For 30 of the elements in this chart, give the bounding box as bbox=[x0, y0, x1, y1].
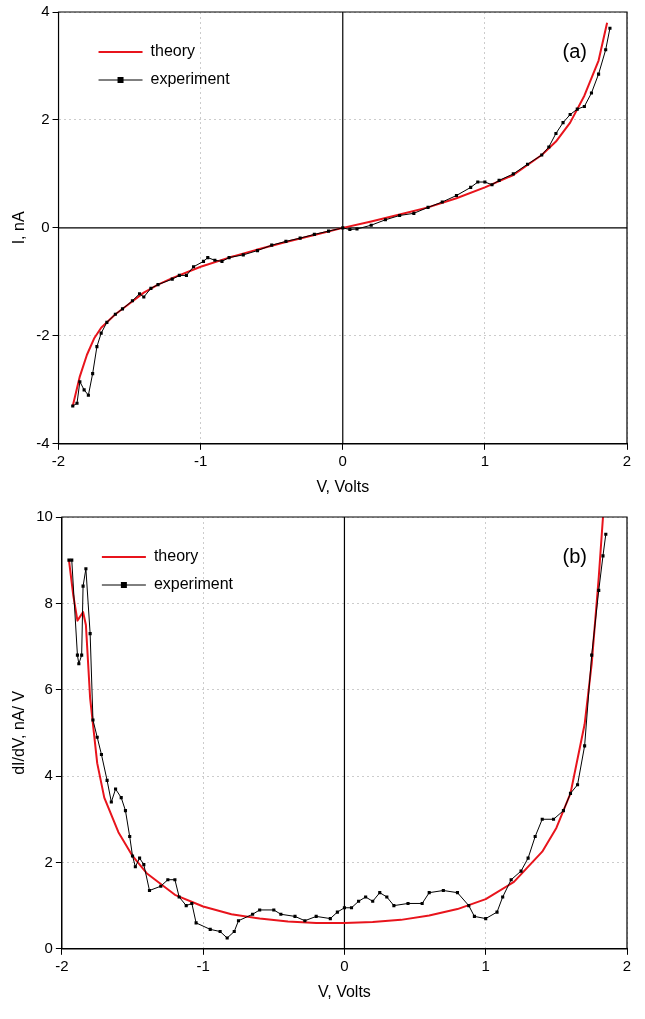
x-tick-label: 0 bbox=[338, 451, 347, 469]
x-tick-label: 1 bbox=[480, 451, 490, 469]
y-tick-label: 2 bbox=[41, 110, 50, 128]
y-tick-label: -2 bbox=[36, 325, 50, 343]
annotation: (a) bbox=[562, 39, 587, 62]
x-tick-label: 2 bbox=[622, 451, 632, 469]
y-tick-label: 8 bbox=[44, 593, 53, 611]
y-tick-label: -4 bbox=[36, 433, 50, 451]
y-tick-label: 0 bbox=[44, 938, 53, 956]
legend-label: experiment bbox=[153, 575, 234, 593]
x-tick-label: -1 bbox=[196, 956, 210, 974]
y-tick-label: 4 bbox=[41, 2, 50, 20]
y-tick-label: 0 bbox=[41, 218, 50, 236]
y-tick-label: 2 bbox=[44, 852, 53, 870]
y-tick-label: 10 bbox=[36, 507, 53, 525]
legend-label: experiment bbox=[150, 70, 231, 88]
x-tick-label: 0 bbox=[340, 956, 349, 974]
legend-label: theory bbox=[150, 42, 196, 60]
y-tick-label: 6 bbox=[44, 679, 53, 697]
y-axis-title: I, nA bbox=[10, 211, 28, 245]
y-tick-label: 4 bbox=[44, 766, 53, 784]
x-axis-title: V, Volts bbox=[318, 982, 371, 1000]
annotation: (b) bbox=[562, 544, 587, 567]
x-axis-title: V, Volts bbox=[316, 477, 370, 495]
y-axis-title: dI/dV, nA/ V bbox=[10, 690, 28, 775]
x-tick-label: -2 bbox=[55, 956, 69, 974]
legend-label: theory bbox=[153, 547, 199, 565]
x-tick-label: 2 bbox=[622, 956, 632, 974]
x-tick-label: -1 bbox=[193, 451, 208, 469]
x-tick-label: 1 bbox=[481, 956, 490, 974]
